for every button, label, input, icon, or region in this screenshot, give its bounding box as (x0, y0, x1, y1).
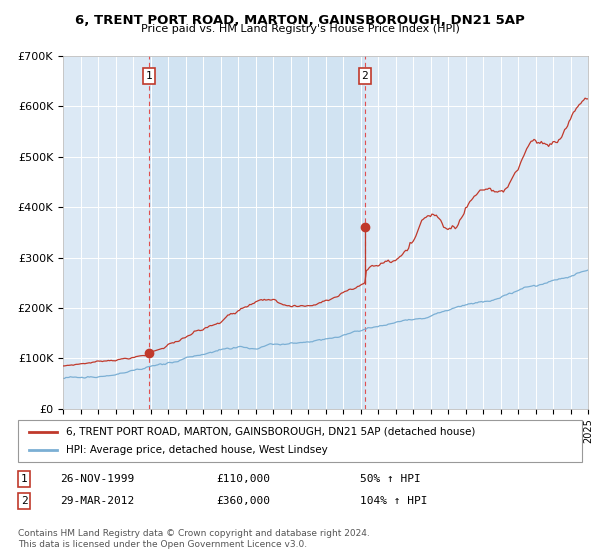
Text: Price paid vs. HM Land Registry's House Price Index (HPI): Price paid vs. HM Land Registry's House … (140, 24, 460, 34)
Text: 2: 2 (20, 496, 28, 506)
Text: 6, TRENT PORT ROAD, MARTON, GAINSBOROUGH, DN21 5AP: 6, TRENT PORT ROAD, MARTON, GAINSBOROUGH… (75, 14, 525, 27)
FancyBboxPatch shape (18, 420, 582, 462)
Text: 6, TRENT PORT ROAD, MARTON, GAINSBOROUGH, DN21 5AP (detached house): 6, TRENT PORT ROAD, MARTON, GAINSBOROUGH… (66, 427, 475, 437)
Text: HPI: Average price, detached house, West Lindsey: HPI: Average price, detached house, West… (66, 445, 328, 455)
Text: 1: 1 (20, 474, 28, 484)
Text: 2: 2 (361, 71, 368, 81)
Text: £110,000: £110,000 (216, 474, 270, 484)
Bar (149, 56, 365, 409)
Text: 50% ↑ HPI: 50% ↑ HPI (360, 474, 421, 484)
Text: 29-MAR-2012: 29-MAR-2012 (60, 496, 134, 506)
Text: 104% ↑ HPI: 104% ↑ HPI (360, 496, 427, 506)
Text: 26-NOV-1999: 26-NOV-1999 (60, 474, 134, 484)
Text: Contains HM Land Registry data © Crown copyright and database right 2024.
This d: Contains HM Land Registry data © Crown c… (18, 529, 370, 549)
Text: £360,000: £360,000 (216, 496, 270, 506)
Text: 1: 1 (145, 71, 152, 81)
